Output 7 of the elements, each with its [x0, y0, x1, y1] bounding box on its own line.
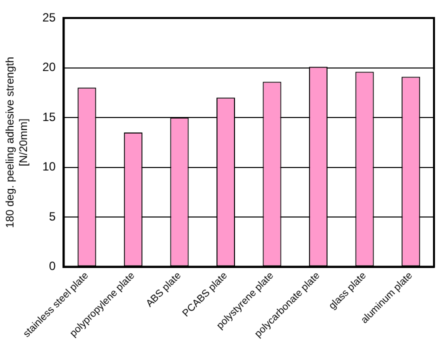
- y-tick-label: 0: [49, 259, 56, 274]
- y-tick-label: 25: [42, 10, 56, 24]
- y-tick-label: 15: [42, 110, 56, 124]
- y-tick-label: 10: [42, 160, 56, 174]
- y-tick-label: 20: [42, 60, 56, 74]
- y-tick-label: 5: [49, 209, 56, 224]
- y-axis-title: 180 deg. peeling adhesive strength [N/20mm]: [4, 56, 30, 228]
